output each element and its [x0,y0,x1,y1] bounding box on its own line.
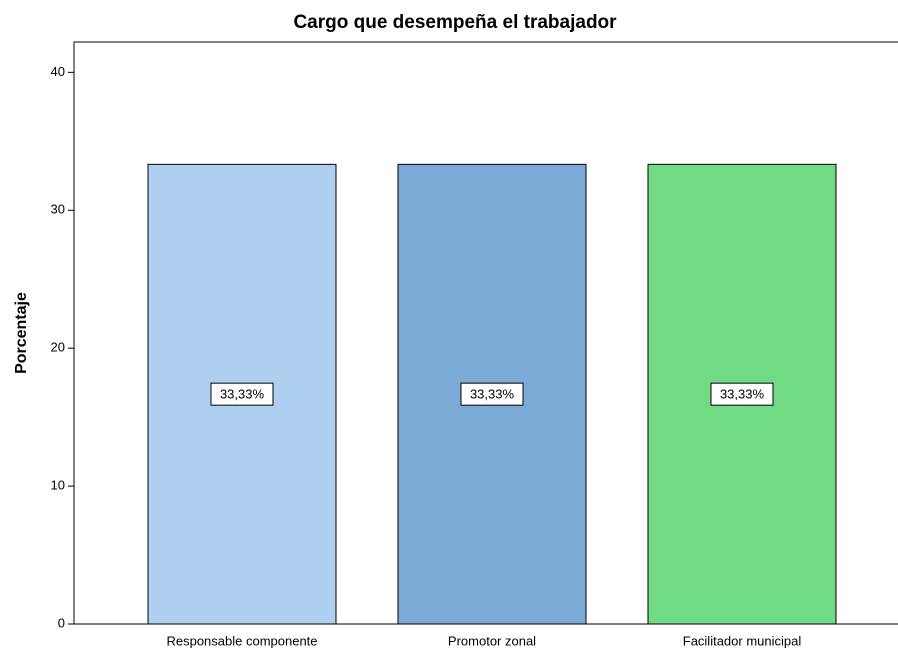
y-tick-label: 0 [58,615,65,630]
value-label-box [460,382,524,406]
value-label: 33,33% [220,387,265,402]
y-tick-label: 40 [51,64,65,79]
y-tick-label: 10 [51,478,65,493]
x-tick-label: Promotor zonal [448,633,536,648]
plot-frame [73,41,898,624]
x-tick-label: Responsable componente [166,633,317,648]
y-tick-label: 30 [51,202,65,217]
chart-title: Cargo que desempeña el trabajador [293,12,617,33]
value-label: 33,33% [470,387,515,402]
x-tick-label: Facilitador municipal [683,633,802,648]
y-tick-label: 20 [51,340,65,355]
value-label: 33,33% [720,387,765,402]
value-label-box [210,382,274,406]
value-label-box [710,382,774,406]
y-axis-label: Porcentaje [13,292,30,374]
